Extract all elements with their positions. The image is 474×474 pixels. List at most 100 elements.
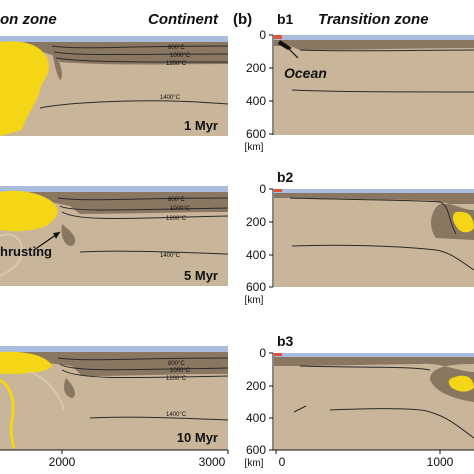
ocean-crust xyxy=(274,189,282,192)
left-title: on zone xyxy=(0,11,57,28)
sea-layer xyxy=(274,353,474,357)
sea-layer xyxy=(274,189,474,193)
isotherm-800 xyxy=(57,197,229,201)
depth-tick-600: 600 xyxy=(246,280,266,294)
depth-tick-600: 600 xyxy=(246,443,266,457)
right-title: Transition zone xyxy=(318,11,429,28)
panel-label: b2 xyxy=(277,169,294,185)
label-800: 800°C xyxy=(168,197,185,203)
isotherm-1200 xyxy=(61,369,229,379)
right-y-axis-3: 0 200 400 600 [km] xyxy=(245,346,274,469)
right-panel-1: b1 Ocean xyxy=(274,11,474,135)
panel-label: b1 xyxy=(277,11,294,27)
depth-tick-400: 400 xyxy=(246,248,266,262)
thrusting-label: hrusting xyxy=(0,244,52,259)
drip xyxy=(64,378,75,398)
label-1000: 1000°C xyxy=(170,368,191,374)
left-title-continent: Continent xyxy=(148,11,219,28)
plume-trail xyxy=(29,371,65,411)
right-x-tick-0: 0 xyxy=(279,455,286,469)
lithosphere xyxy=(0,42,228,65)
isotherm-800 xyxy=(57,357,229,361)
label-1200: 1200°C xyxy=(166,61,187,67)
isotherm-1000 xyxy=(59,363,229,371)
isotherm-1000 xyxy=(53,51,229,55)
left-panel-2: 800°C 1000°C 1200°C 1400°C hrusting 5 My… xyxy=(0,186,229,286)
right-y-axis-1: 0 200 400 600 [km] xyxy=(245,28,274,153)
isotherm-1400 xyxy=(291,244,474,271)
depth-tick-200: 200 xyxy=(246,61,266,75)
depth-tick-0: 0 xyxy=(259,346,266,360)
depth-unit: [km] xyxy=(245,458,264,469)
label-1200: 1200°C xyxy=(166,216,187,222)
left-panel-3: 800°C 1000°C 1200°C 1400°C 10 Myr xyxy=(0,346,229,450)
plume-tail xyxy=(0,378,16,449)
plume xyxy=(0,351,52,374)
isotherm xyxy=(299,49,474,52)
isotherm-1200 xyxy=(61,211,229,219)
ocean-arrow xyxy=(285,45,299,59)
isotherm-800 xyxy=(51,45,229,49)
drip xyxy=(52,50,62,80)
ocean-crust xyxy=(274,35,282,39)
isotherm-1400-a xyxy=(293,405,307,413)
depth-tick-0: 0 xyxy=(259,182,266,196)
lithosphere xyxy=(0,192,228,214)
sea-layer xyxy=(0,186,228,192)
lithosphere xyxy=(274,40,474,50)
isotherm-1200 xyxy=(55,57,229,63)
ocean-label: Ocean xyxy=(284,65,327,81)
ocean-crust xyxy=(274,353,282,356)
time-label: 10 Myr xyxy=(177,430,218,445)
depth-tick-400: 400 xyxy=(246,411,266,425)
right-y-axis-2: 0 200 400 600 [km] xyxy=(245,182,274,306)
slab xyxy=(278,40,292,50)
depth-unit: [km] xyxy=(245,295,264,306)
right-x-axis: 0 1000 xyxy=(273,449,474,469)
left-panel-1: 800°C 1000°C 1200°C 1400°C 1 Myr xyxy=(0,36,229,137)
sea-layer xyxy=(0,346,228,352)
depth-tick-600: 600 xyxy=(246,127,266,141)
label-800: 800°C xyxy=(168,45,185,51)
right-panel-3: b3 xyxy=(274,333,474,450)
label-1400: 1400°C xyxy=(160,95,181,101)
sea-layer xyxy=(274,35,474,40)
lithosphere xyxy=(274,357,474,402)
time-label: 5 Myr xyxy=(184,268,218,283)
label-1400: 1400°C xyxy=(166,412,187,418)
time-label: 1 Myr xyxy=(184,118,218,133)
depth-tick-400: 400 xyxy=(246,94,266,108)
plume xyxy=(453,211,474,233)
thrusting-arrow-head xyxy=(53,232,60,239)
plume-trail xyxy=(0,233,24,277)
panel-b-label: (b) xyxy=(233,11,252,28)
right-x-tick-1000: 1000 xyxy=(427,455,454,469)
isotherm-1400 xyxy=(89,416,229,421)
mantle-area xyxy=(274,35,474,135)
isotherm-1000 xyxy=(59,205,229,211)
left-x-tick-3000: 3000 xyxy=(199,455,226,469)
label-1200: 1200°C xyxy=(166,376,187,382)
depth-tick-200: 200 xyxy=(246,379,266,393)
isotherm-1400 xyxy=(39,100,229,109)
plume xyxy=(0,190,58,232)
label-800: 800°C xyxy=(168,361,185,367)
drip xyxy=(61,224,76,246)
left-x-axis: 2000 3000 xyxy=(0,449,229,469)
label-1000: 1000°C xyxy=(170,206,191,212)
isotherm-1400-b xyxy=(329,408,474,439)
isotherm-1400 xyxy=(79,250,229,255)
left-x-tick-2000: 2000 xyxy=(49,455,76,469)
label-1000: 1000°C xyxy=(170,53,191,59)
plume xyxy=(448,375,474,392)
depth-tick-200: 200 xyxy=(246,215,266,229)
panel-label: b3 xyxy=(277,333,294,349)
isotherm xyxy=(289,197,457,235)
right-panel-2: b2 xyxy=(274,169,474,287)
label-1400: 1400°C xyxy=(160,253,181,259)
isotherm xyxy=(299,365,431,371)
depth-tick-0: 0 xyxy=(259,28,266,42)
plume xyxy=(0,41,49,137)
sea-layer xyxy=(0,36,228,42)
